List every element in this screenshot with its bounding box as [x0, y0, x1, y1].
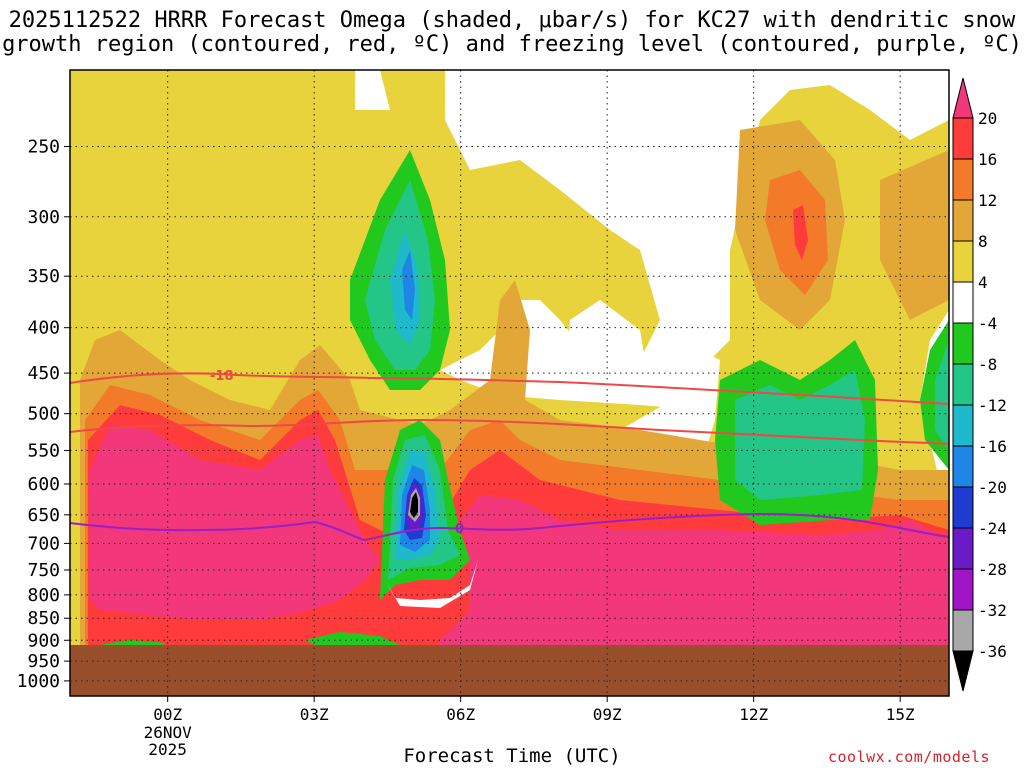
y-tick-label: 850 [27, 608, 60, 629]
x-tick-label: 00Z [153, 705, 182, 724]
colorbar-swatch [952, 404, 974, 447]
colorbar-swatch [952, 568, 974, 611]
colorbar-swatch [952, 240, 974, 283]
colorbar-cap-top [952, 77, 974, 119]
colorbar-label: -20 [978, 478, 1007, 497]
colorbar-swatch [952, 322, 974, 365]
x-tick-label: 12Z [739, 705, 768, 724]
y-tick-label: 350 [27, 266, 60, 287]
dgz-contour-label: -18 [210, 369, 234, 384]
y-tick-label: 500 [27, 404, 60, 425]
y-tick-label: 950 [27, 651, 60, 672]
omega-region-16b [793, 205, 808, 260]
chart-title-line-2: growth region (contoured, red, ºC) and f… [2, 32, 1022, 57]
freezing-level-label: 0 [455, 522, 464, 537]
x-tick-label: 03Z [300, 705, 329, 724]
x-axis-label: Forecast Time (UTC) [403, 745, 621, 767]
freezing-level-contour [69, 512, 950, 542]
colorbar-swatch [952, 486, 974, 529]
colorbar-swatch [952, 609, 974, 652]
x-date-label: 2025 [148, 740, 187, 759]
colorbar-label: -24 [978, 519, 1007, 538]
colorbar-swatch [952, 445, 974, 488]
grid-lines [70, 70, 949, 696]
colorbar-label: 4 [978, 273, 988, 292]
y-tick-label: 700 [27, 533, 60, 554]
y-tick-label: 600 [27, 474, 60, 495]
colorbar-swatch [952, 158, 974, 201]
colorbar: 20 16 12 8 4 -4 -8 -12 -16 -20 -24 -28 -32 -36 [952, 77, 1007, 692]
y-tick-label: 250 [27, 136, 60, 157]
omega-region-8c [880, 150, 949, 320]
omega-region-m20 [402, 250, 415, 320]
y-tick-label: 450 [27, 363, 60, 384]
colorbar-cap-bottom [952, 650, 974, 692]
omega-region-4b [565, 300, 650, 400]
omega-region-m36d [410, 492, 418, 518]
terrain [70, 645, 949, 696]
x-tick-label: 15Z [886, 705, 915, 724]
y-tick-label: 900 [27, 630, 60, 651]
y-tick-label: 1000 [17, 671, 60, 692]
colorbar-label: 8 [978, 232, 988, 251]
plot-frame [69, 69, 950, 697]
y-tick-label: 800 [27, 585, 60, 606]
omega-gap [385, 560, 478, 608]
y-axis: 2503003504004505005506006507007508008509… [17, 136, 70, 692]
colorbar-label: -32 [978, 601, 1007, 620]
colorbar-swatch [952, 363, 974, 406]
colorbar-swatch [952, 117, 974, 160]
colorbar-label: -4 [978, 314, 997, 333]
omega-region-20 [90, 425, 380, 696]
omega-field [70, 70, 949, 696]
colorbar-swatch [952, 527, 974, 570]
dgz-contour-lower [69, 418, 950, 445]
colorbar-label: 20 [978, 109, 997, 128]
colorbar-label: -12 [978, 396, 1007, 415]
y-tick-label: 300 [27, 207, 60, 228]
colorbar-label: -28 [978, 560, 1007, 579]
credit-link[interactable]: coolwx.com/models [828, 748, 991, 766]
colorbar-swatch [952, 199, 974, 242]
dgz-contour-upper [69, 372, 950, 405]
omega-region-m12b [735, 370, 865, 500]
colorbar-label: 12 [978, 191, 997, 210]
y-tick-label: 650 [27, 505, 60, 526]
omega-region-m8f [305, 632, 400, 648]
colorbar-label: -8 [978, 355, 997, 374]
colorbar-label: -16 [978, 437, 1007, 456]
colorbar-label: 16 [978, 150, 997, 169]
omega-region-m12c [935, 340, 949, 450]
chart-title-line-1: 2025112522 HRRR Forecast Omega (shaded, … [8, 8, 1016, 33]
colorbar-label: -36 [978, 642, 1007, 661]
y-tick-label: 550 [27, 440, 60, 461]
y-tick-label: 400 [27, 318, 60, 339]
colorbar-swatch [952, 281, 974, 324]
x-tick-label: 09Z [593, 705, 622, 724]
x-date-label: 26NOV [144, 723, 193, 742]
y-tick-label: 750 [27, 560, 60, 581]
x-tick-label: 06Z [446, 705, 475, 724]
